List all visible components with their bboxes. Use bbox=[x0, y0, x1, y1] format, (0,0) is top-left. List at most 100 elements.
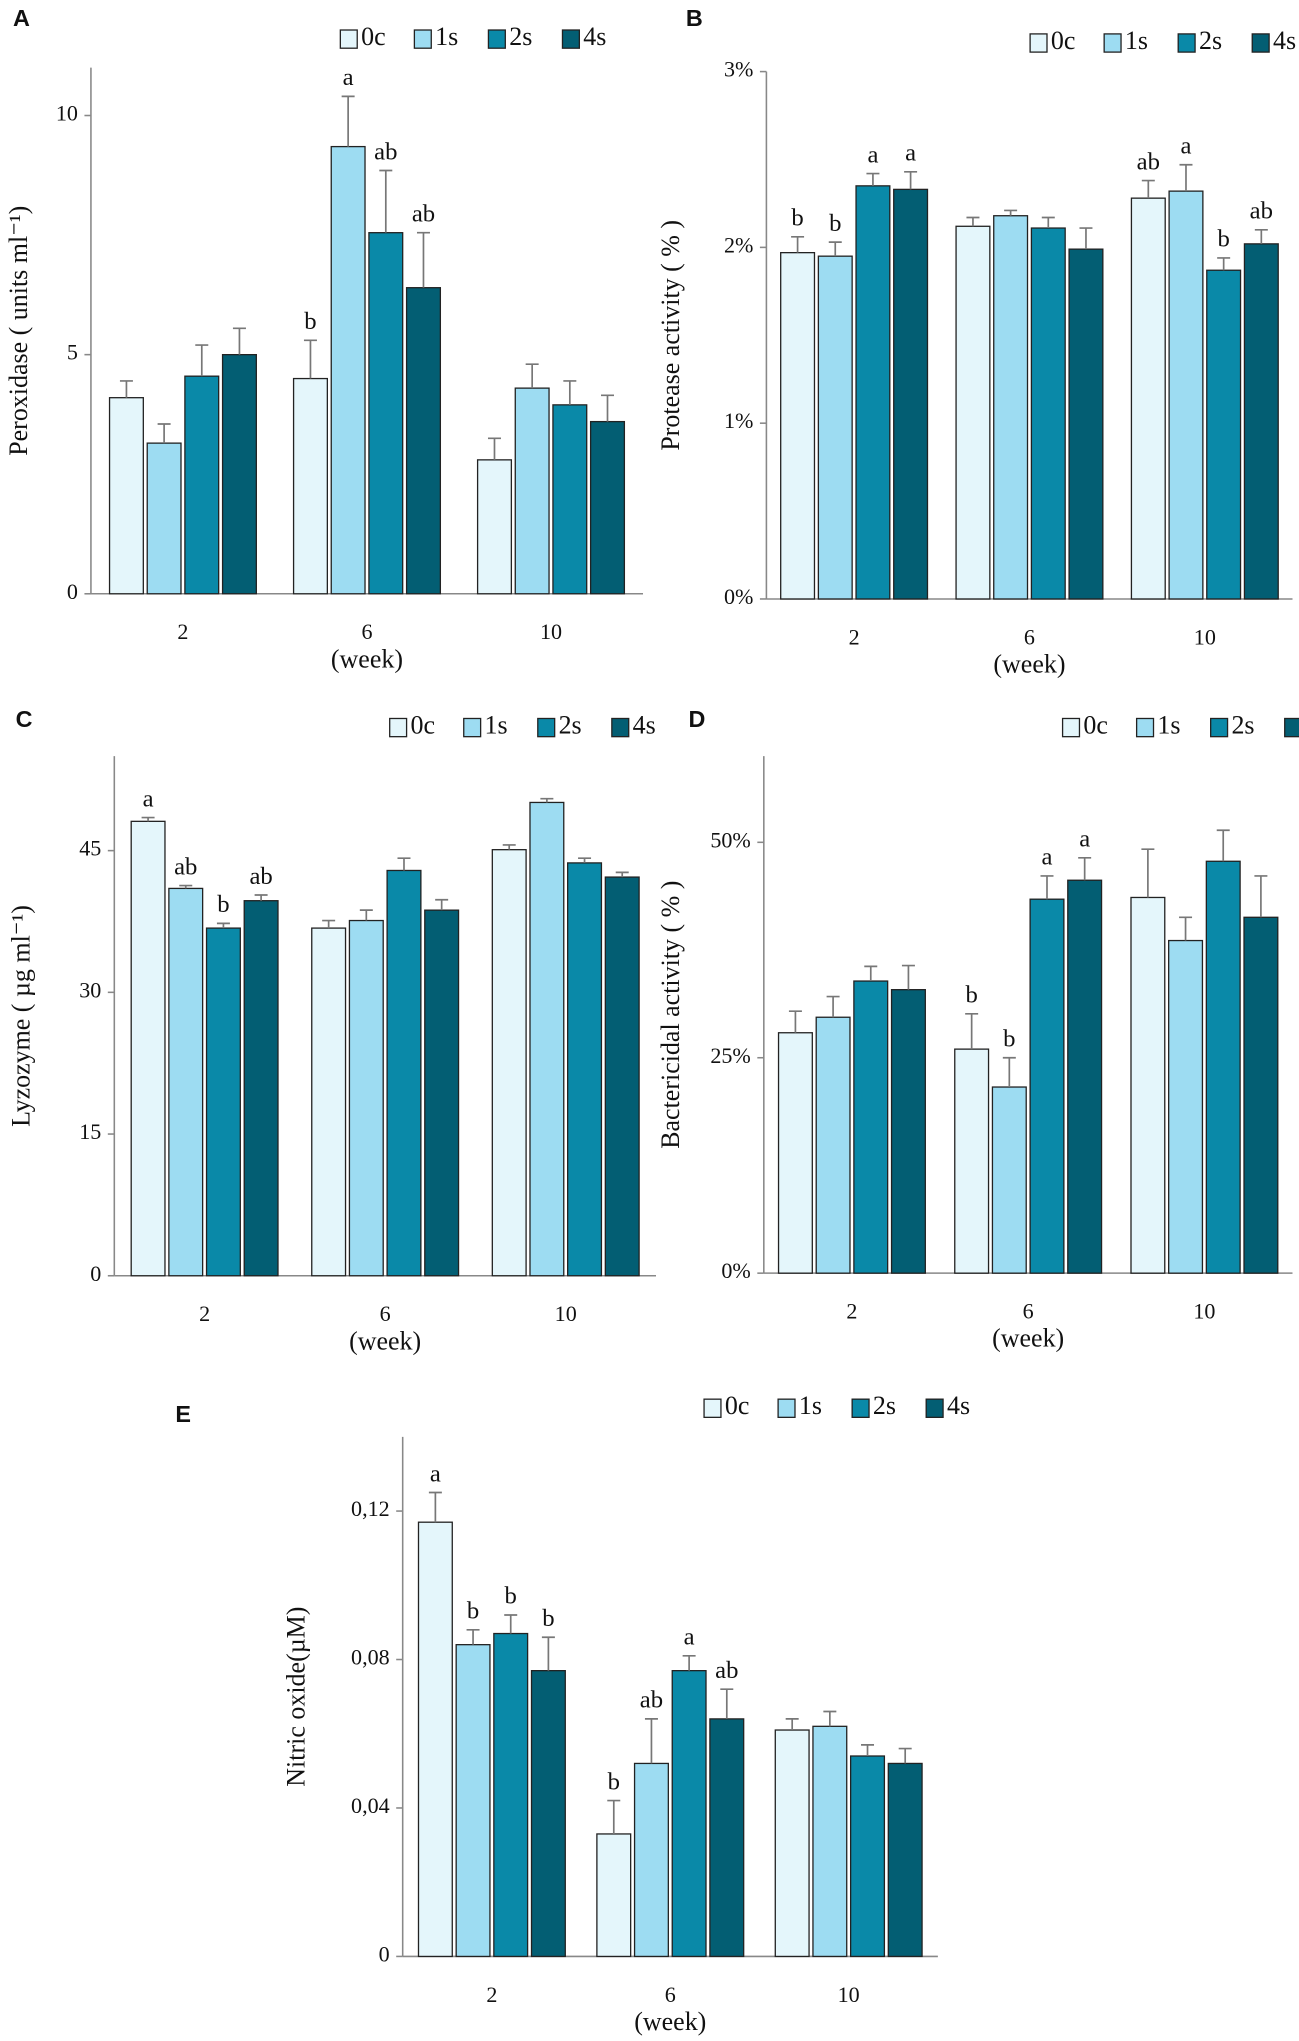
significance-letter: ab bbox=[1137, 148, 1160, 175]
legend-swatch bbox=[1210, 717, 1229, 738]
bar bbox=[849, 1755, 886, 1958]
bar bbox=[386, 869, 422, 1277]
error-bar bbox=[1041, 216, 1055, 229]
error-bar bbox=[466, 1628, 480, 1645]
y-tick-label: 0% bbox=[724, 584, 753, 609]
bar bbox=[514, 387, 550, 595]
panel-label: B bbox=[686, 5, 703, 31]
error-bar bbox=[826, 995, 840, 1018]
bar bbox=[1243, 243, 1279, 600]
y-tick-label: 3% bbox=[724, 57, 753, 82]
error-bar bbox=[1216, 829, 1230, 862]
bar bbox=[1068, 248, 1104, 600]
significance-letter: a bbox=[1079, 826, 1090, 853]
error-bar bbox=[864, 965, 878, 982]
legend-label: 1s bbox=[1125, 26, 1148, 55]
bar bbox=[493, 1632, 529, 1958]
significance-letter: b bbox=[965, 982, 977, 1009]
significance-letter: b bbox=[505, 1583, 517, 1610]
error-bar bbox=[416, 231, 430, 288]
y-tick-label: 0,12 bbox=[351, 1496, 390, 1521]
y-axis-label: Bactericidal activity ( % ) bbox=[656, 881, 685, 1149]
bar bbox=[853, 980, 889, 1274]
error-bar bbox=[157, 423, 171, 444]
error-bar bbox=[1179, 916, 1193, 941]
bar bbox=[887, 1762, 923, 1958]
bar bbox=[529, 801, 565, 1277]
bar bbox=[893, 188, 929, 600]
legend-label: 2s bbox=[1231, 711, 1254, 740]
x-tick-label: 6 bbox=[380, 1301, 391, 1326]
bar bbox=[530, 1670, 566, 1958]
bar bbox=[243, 900, 279, 1277]
x-tick-label: 2 bbox=[849, 624, 860, 649]
significance-letter: ab bbox=[174, 853, 197, 880]
y-tick-label: 0,04 bbox=[351, 1793, 390, 1818]
y-axis-label: Nitric oxide(µM) bbox=[282, 1607, 311, 1787]
y-axis-label: Peroxidase ( units ml⁻¹) bbox=[4, 206, 33, 456]
y-tick-label: 0 bbox=[379, 1941, 390, 1966]
bar bbox=[1206, 269, 1242, 600]
bar bbox=[130, 820, 166, 1277]
y-tick-label: 50% bbox=[710, 827, 750, 852]
error-bar bbox=[682, 1654, 696, 1671]
legend-swatch bbox=[561, 29, 581, 49]
legend-swatch bbox=[925, 1398, 944, 1418]
significance-letter: ab bbox=[412, 200, 435, 227]
y-tick-label: 15 bbox=[79, 1119, 101, 1144]
significance-letter: b bbox=[791, 205, 803, 232]
error-bar bbox=[435, 898, 449, 911]
error-bar bbox=[1002, 1056, 1016, 1088]
y-tick-label: 0,08 bbox=[351, 1645, 390, 1670]
significance-letter: b bbox=[1003, 1026, 1015, 1053]
significance-letter: a bbox=[867, 141, 878, 168]
bar bbox=[108, 397, 144, 595]
error-bar bbox=[525, 363, 539, 389]
legend-swatch bbox=[777, 1398, 796, 1418]
legend-label: 1s bbox=[799, 1391, 822, 1420]
x-tick-label: 10 bbox=[1193, 1298, 1215, 1323]
significance-letter: a bbox=[1181, 133, 1192, 160]
bar bbox=[292, 377, 328, 595]
error-bar bbox=[1078, 856, 1092, 881]
bar bbox=[1168, 939, 1204, 1274]
x-tick-label: 6 bbox=[1023, 1298, 1034, 1323]
bar bbox=[1205, 860, 1241, 1274]
legend-swatch bbox=[339, 29, 358, 49]
significance-letter: b bbox=[542, 1605, 554, 1632]
error-bar bbox=[341, 95, 355, 147]
legend-label: 0c bbox=[410, 711, 435, 740]
error-bar bbox=[322, 919, 336, 929]
bar bbox=[168, 887, 204, 1277]
bar bbox=[954, 1048, 990, 1274]
x-axis-label: (week) bbox=[992, 1324, 1064, 1353]
bar bbox=[348, 919, 384, 1277]
bar bbox=[491, 849, 527, 1277]
legend-label: 1s bbox=[435, 22, 458, 51]
bar bbox=[955, 225, 991, 600]
bar bbox=[709, 1718, 745, 1958]
significance-letter: ab bbox=[715, 1657, 738, 1684]
significance-letter: a bbox=[430, 1460, 441, 1487]
error-bar bbox=[1217, 257, 1231, 271]
error-bar bbox=[720, 1688, 734, 1719]
error-bar bbox=[823, 1710, 837, 1727]
panel-label: C bbox=[16, 706, 33, 732]
bar bbox=[855, 185, 891, 600]
bar bbox=[567, 862, 603, 1277]
bar bbox=[417, 1521, 453, 1958]
error-bar bbox=[791, 235, 805, 253]
significance-letter: a bbox=[343, 64, 354, 91]
panel-label: D bbox=[688, 706, 705, 732]
bar bbox=[596, 1833, 632, 1958]
x-axis-label: (week) bbox=[331, 644, 403, 673]
error-bar bbox=[1254, 875, 1268, 918]
bar bbox=[1030, 227, 1066, 600]
bar bbox=[455, 1644, 491, 1958]
significance-letter: a bbox=[684, 1624, 695, 1651]
legend-label: 4s bbox=[1273, 26, 1296, 55]
error-bar bbox=[119, 380, 133, 398]
x-tick-label: 2 bbox=[177, 619, 188, 644]
error-bar bbox=[861, 1744, 875, 1757]
bar bbox=[993, 215, 1029, 600]
